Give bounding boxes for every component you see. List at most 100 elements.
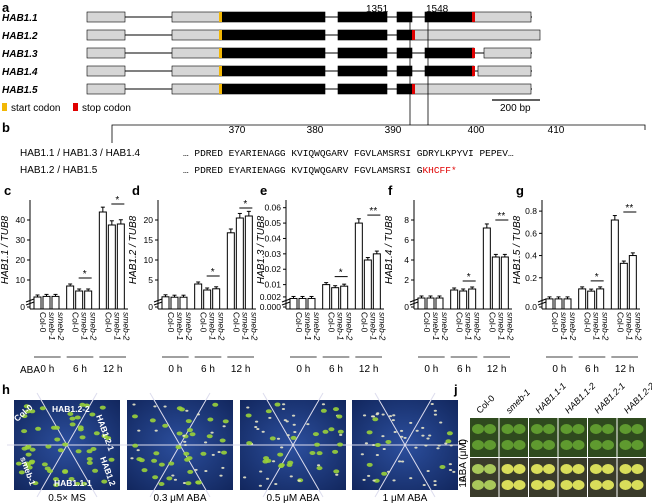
seedling <box>47 469 54 474</box>
seedling-photo-bg <box>617 458 646 497</box>
bar-smeb-2-0 h <box>307 297 316 310</box>
category-label: smeb-1 <box>80 312 90 341</box>
seedling-photo-bg <box>470 418 499 457</box>
y-tick-label: 5 <box>148 275 153 285</box>
sig-mark: ** <box>369 206 377 217</box>
leaf <box>572 480 585 490</box>
plate-0: Col-0 HAB1.2-2HAB1.2-1HAB1.2HAB1.1-1smeb-… <box>7 392 127 498</box>
y-tick-label: 0.0 <box>525 302 537 312</box>
seedling-photo-bg <box>617 418 646 457</box>
aba-row-value: 0 <box>458 439 469 445</box>
leaf <box>590 424 602 434</box>
category-label: smeb-2 <box>184 312 194 341</box>
seedling <box>421 434 425 437</box>
seedling <box>452 470 456 473</box>
leaf <box>631 464 644 474</box>
seedling <box>74 415 81 420</box>
start-codon-mark <box>219 30 222 40</box>
leaf <box>484 480 496 490</box>
exon <box>411 29 541 41</box>
seedling <box>382 447 386 450</box>
seedling-photo-bg <box>499 458 528 497</box>
seedling <box>23 461 30 466</box>
seedling <box>261 430 265 433</box>
cds-segment <box>425 12 472 22</box>
seedling <box>433 413 438 416</box>
seedling <box>130 457 134 460</box>
bar-smeb-1-6 h <box>587 290 596 310</box>
seedling <box>428 434 432 437</box>
exon <box>396 47 413 59</box>
seedling <box>278 464 285 469</box>
sector-label: HAB1.2-2 <box>52 404 90 414</box>
seedling <box>101 433 108 438</box>
seedling <box>422 484 426 487</box>
category-label: smeb-1 <box>336 312 346 341</box>
leaf <box>513 424 526 434</box>
genotype-label: HAB1.1-2 <box>563 381 598 416</box>
y-tick-label: 0.000 <box>260 302 282 312</box>
seedling <box>372 417 379 422</box>
seedling-photo-bg <box>529 418 558 457</box>
seedling <box>254 420 259 423</box>
seedling <box>246 441 253 446</box>
condition-label: 12 h <box>487 364 506 375</box>
category-label: Col-0 <box>327 312 337 333</box>
gene-name-HAB1.4: HAB1.4 <box>2 67 38 78</box>
leaf <box>472 480 484 490</box>
condition-label: 0 h <box>168 364 182 375</box>
seedling <box>439 464 446 469</box>
seedling <box>367 474 371 477</box>
condition-label: 0 h <box>424 364 438 375</box>
seedling <box>332 449 339 454</box>
panel-j-label: j <box>453 382 458 397</box>
seedling <box>289 475 293 478</box>
seedling <box>321 403 326 406</box>
seedling <box>277 452 284 457</box>
bar-smeb-1-0 h <box>170 296 179 310</box>
exon <box>337 65 388 77</box>
bar-smeb-2-6 h <box>340 285 349 310</box>
seedling <box>81 481 88 486</box>
category-label: Col-0 <box>615 312 625 333</box>
seedling <box>166 476 173 481</box>
stop-codon-legend-swatch <box>73 103 78 111</box>
seedling <box>448 468 453 471</box>
seedling <box>189 432 196 437</box>
category-label: smeb-1 <box>240 312 250 341</box>
sig-mark: * <box>211 267 215 278</box>
seedling <box>399 429 404 432</box>
condition-label: 0 h <box>552 364 566 375</box>
seedling <box>45 444 52 449</box>
seedling <box>276 437 281 440</box>
category-label: Col-0 <box>231 312 241 333</box>
exon <box>86 83 126 95</box>
seedling <box>292 423 296 426</box>
bar-Col-0-12 h <box>226 232 235 310</box>
ruler-tick-380: 380 <box>307 125 324 136</box>
bar-smeb-1-6 h <box>331 287 340 310</box>
seedling-grid: Col-0 smeb-1 HAB1.1-1HAB1.1-2HAB1.2-1HAB1.… <box>458 381 652 497</box>
seedling <box>67 411 74 416</box>
seedling-cell <box>588 418 617 457</box>
seedling <box>328 427 335 432</box>
seedling <box>185 419 192 424</box>
category-label: smeb-2 <box>568 312 578 341</box>
seedling <box>162 423 169 428</box>
panel-f-label: f <box>388 183 393 198</box>
stop-codon-mark <box>472 12 475 22</box>
stop-codon-mark <box>412 30 415 40</box>
seedling <box>39 406 46 411</box>
aba-row-label: ABA <box>20 365 40 376</box>
category-label: smeb-1 <box>47 312 57 341</box>
seedling <box>15 461 22 466</box>
category-label: Col-0 <box>38 312 48 333</box>
y-tick-label: 0.05 <box>264 218 281 228</box>
seedling <box>26 465 33 470</box>
seedling <box>92 468 99 473</box>
y-tick-label: 10 <box>16 275 26 285</box>
seedling <box>282 403 286 406</box>
bar-smeb-1-12 h <box>491 256 500 310</box>
seedling <box>306 423 310 426</box>
exon <box>473 11 532 23</box>
